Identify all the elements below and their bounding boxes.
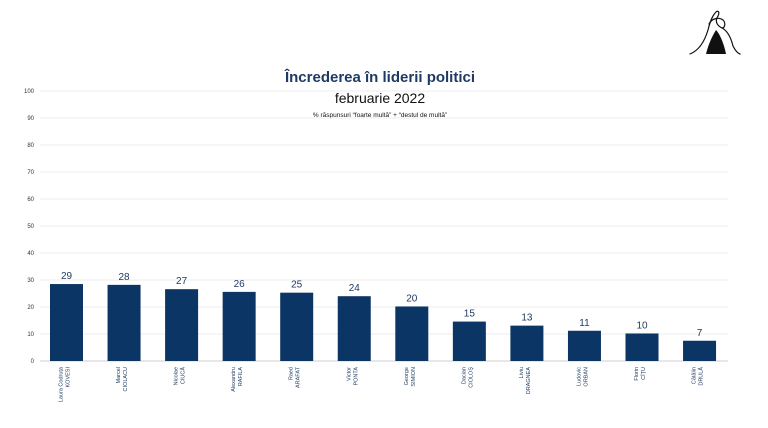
bar-value-label: 7 bbox=[697, 328, 703, 339]
category-label-last-name: ARAFAT bbox=[296, 366, 302, 388]
y-axis-ticks: 0 10 20 30 40 50 60 70 80 90 100 bbox=[24, 89, 35, 365]
category-label: Alexandru RAFILA bbox=[231, 367, 244, 392]
bar bbox=[222, 291, 256, 361]
bar bbox=[510, 325, 544, 361]
chart-subtitle: februarie 2022 bbox=[335, 90, 426, 106]
bar-value-label: 27 bbox=[176, 276, 188, 287]
bar-value-label: 13 bbox=[521, 313, 533, 324]
category-label-last-name: CIOLOȘ bbox=[468, 367, 474, 388]
category-label-first-name: Liviu bbox=[519, 367, 525, 378]
category-label-first-name: Cătălin bbox=[692, 367, 698, 384]
bar bbox=[395, 306, 429, 361]
bar bbox=[683, 340, 717, 361]
category-label: Dacian CIOLOȘ bbox=[461, 367, 474, 388]
category-label-first-name: Marcel bbox=[116, 367, 122, 384]
category-label: George SIMION bbox=[404, 367, 417, 387]
bar-value-label: 25 bbox=[291, 280, 303, 291]
bar bbox=[452, 321, 486, 361]
bar-value-label: 20 bbox=[406, 293, 418, 304]
category-label-first-name: Florin bbox=[634, 367, 640, 381]
bar-value-label: 29 bbox=[61, 271, 73, 282]
bars bbox=[50, 284, 717, 361]
category-label: Raed ARAFAT bbox=[289, 366, 302, 388]
category-label: Victor PONTA bbox=[346, 367, 359, 386]
category-label-first-name: Dacian bbox=[461, 367, 467, 384]
bar bbox=[165, 289, 199, 361]
category-label: Laura Codruța KOVESI bbox=[59, 366, 72, 402]
y-tick-label: 100 bbox=[24, 89, 35, 95]
category-label-last-name: SIMION bbox=[411, 367, 417, 387]
category-label-first-name: Nicolae bbox=[174, 367, 180, 385]
category-label-last-name: CIUCĂ bbox=[180, 367, 187, 384]
mountain-figure-logo-icon bbox=[689, 10, 741, 55]
bar bbox=[280, 292, 314, 361]
category-label-last-name: KOVESI bbox=[66, 367, 72, 388]
value-labels: 29 28 27 26 25 24 20 15 13 11 10 7 bbox=[61, 271, 703, 339]
category-label-last-name: RAFILA bbox=[238, 367, 244, 387]
bar bbox=[567, 330, 601, 361]
y-tick-label: 80 bbox=[27, 143, 34, 149]
bar-value-label: 26 bbox=[234, 279, 246, 290]
bar-value-label: 11 bbox=[579, 318, 590, 329]
category-label: Cătălin DRULĂ bbox=[692, 367, 705, 386]
category-label-last-name: PONTA bbox=[353, 367, 359, 386]
bar bbox=[107, 284, 141, 361]
category-label-first-name: Raed bbox=[289, 367, 295, 380]
y-tick-label: 0 bbox=[31, 359, 35, 365]
y-tick-label: 50 bbox=[27, 224, 34, 230]
bar bbox=[50, 284, 83, 361]
category-label: Liviu DRAGNEA bbox=[519, 367, 532, 395]
bar bbox=[625, 333, 659, 361]
y-tick-label: 30 bbox=[27, 278, 34, 284]
category-label: Marcel CIOLACU bbox=[116, 367, 129, 391]
category-label-first-name: George bbox=[404, 367, 410, 385]
chart-title: Încrederea în liderii politici bbox=[284, 68, 475, 86]
category-label-last-name: CIOLACU bbox=[123, 367, 129, 391]
y-tick-label: 20 bbox=[27, 305, 34, 311]
y-tick-label: 90 bbox=[27, 116, 34, 122]
bar-value-label: 24 bbox=[349, 283, 361, 294]
category-label-last-name: CÎȚU bbox=[640, 367, 647, 380]
category-label-last-name: DRAGNEA bbox=[526, 367, 532, 395]
y-grid bbox=[40, 90, 728, 335]
category-label: Ludovic ORBAN bbox=[576, 367, 589, 387]
category-label: Florin CÎȚU bbox=[634, 367, 647, 381]
category-label-first-name: Alexandru bbox=[231, 367, 237, 392]
bar-value-label: 10 bbox=[636, 320, 648, 331]
y-tick-label: 40 bbox=[27, 251, 34, 257]
bar-value-label: 15 bbox=[464, 309, 476, 320]
category-label-first-name: Laura Codruța bbox=[59, 366, 65, 402]
chart-note: % răspunsuri “foarte multă” + “destul de… bbox=[313, 112, 447, 119]
y-tick-label: 10 bbox=[27, 332, 34, 338]
y-tick-label: 70 bbox=[27, 170, 34, 176]
bar bbox=[337, 296, 371, 361]
category-label-first-name: Ludovic bbox=[576, 367, 582, 386]
category-label-first-name: Victor bbox=[346, 367, 352, 381]
y-tick-label: 60 bbox=[27, 197, 34, 203]
bar-value-label: 28 bbox=[118, 272, 130, 283]
category-label-last-name: ORBAN bbox=[583, 367, 589, 387]
category-labels: Laura Codruța KOVESI Marcel CIOLACU Nicolae C… bbox=[59, 366, 705, 402]
category-label-last-name: DRULĂ bbox=[698, 367, 705, 386]
category-label: Nicolae CIUCĂ bbox=[174, 367, 187, 386]
